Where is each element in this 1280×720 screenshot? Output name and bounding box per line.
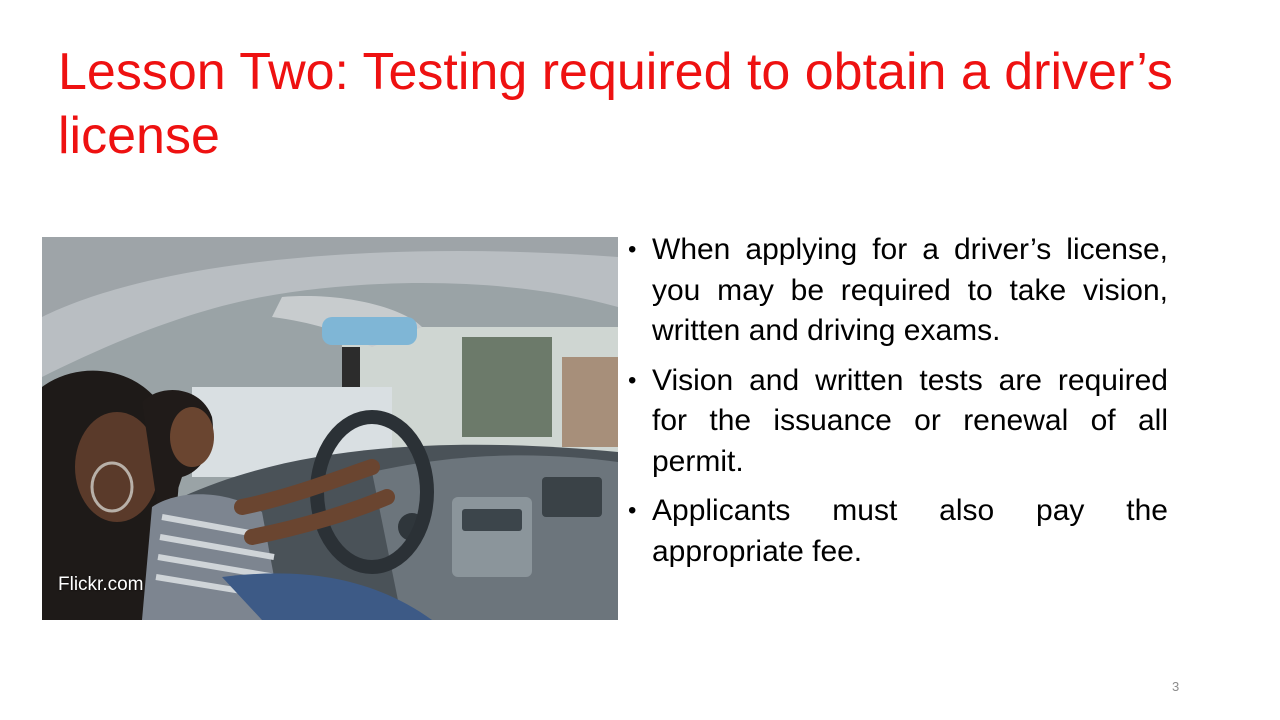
bullet-item: • Applicants must also pay the appropria…	[626, 491, 1168, 572]
bullet-item: • When applying for a driver’s license, …	[626, 230, 1168, 352]
bullet-dot-icon: •	[628, 497, 637, 524]
bullet-dot-icon: •	[628, 366, 637, 394]
photo-illustration	[42, 237, 618, 620]
bullet-list: • When applying for a driver’s license, …	[626, 230, 1168, 581]
bullet-text: Applicants must also pay the appropriate…	[652, 494, 1168, 568]
bullet-text: When applying for a driver’s license, yo…	[652, 233, 1168, 347]
photo-credit: Flickr.com	[58, 574, 144, 595]
bullet-dot-icon: •	[628, 236, 637, 263]
slide-title: Lesson Two: Testing required to obtain a…	[58, 43, 1173, 165]
bullet-item: • Vision and written tests are required …	[626, 361, 1168, 483]
bullet-text: Vision and written tests are required fo…	[652, 363, 1168, 478]
car-interior-photo: Flickr.com	[42, 237, 618, 620]
page-number: 3	[1172, 679, 1180, 694]
